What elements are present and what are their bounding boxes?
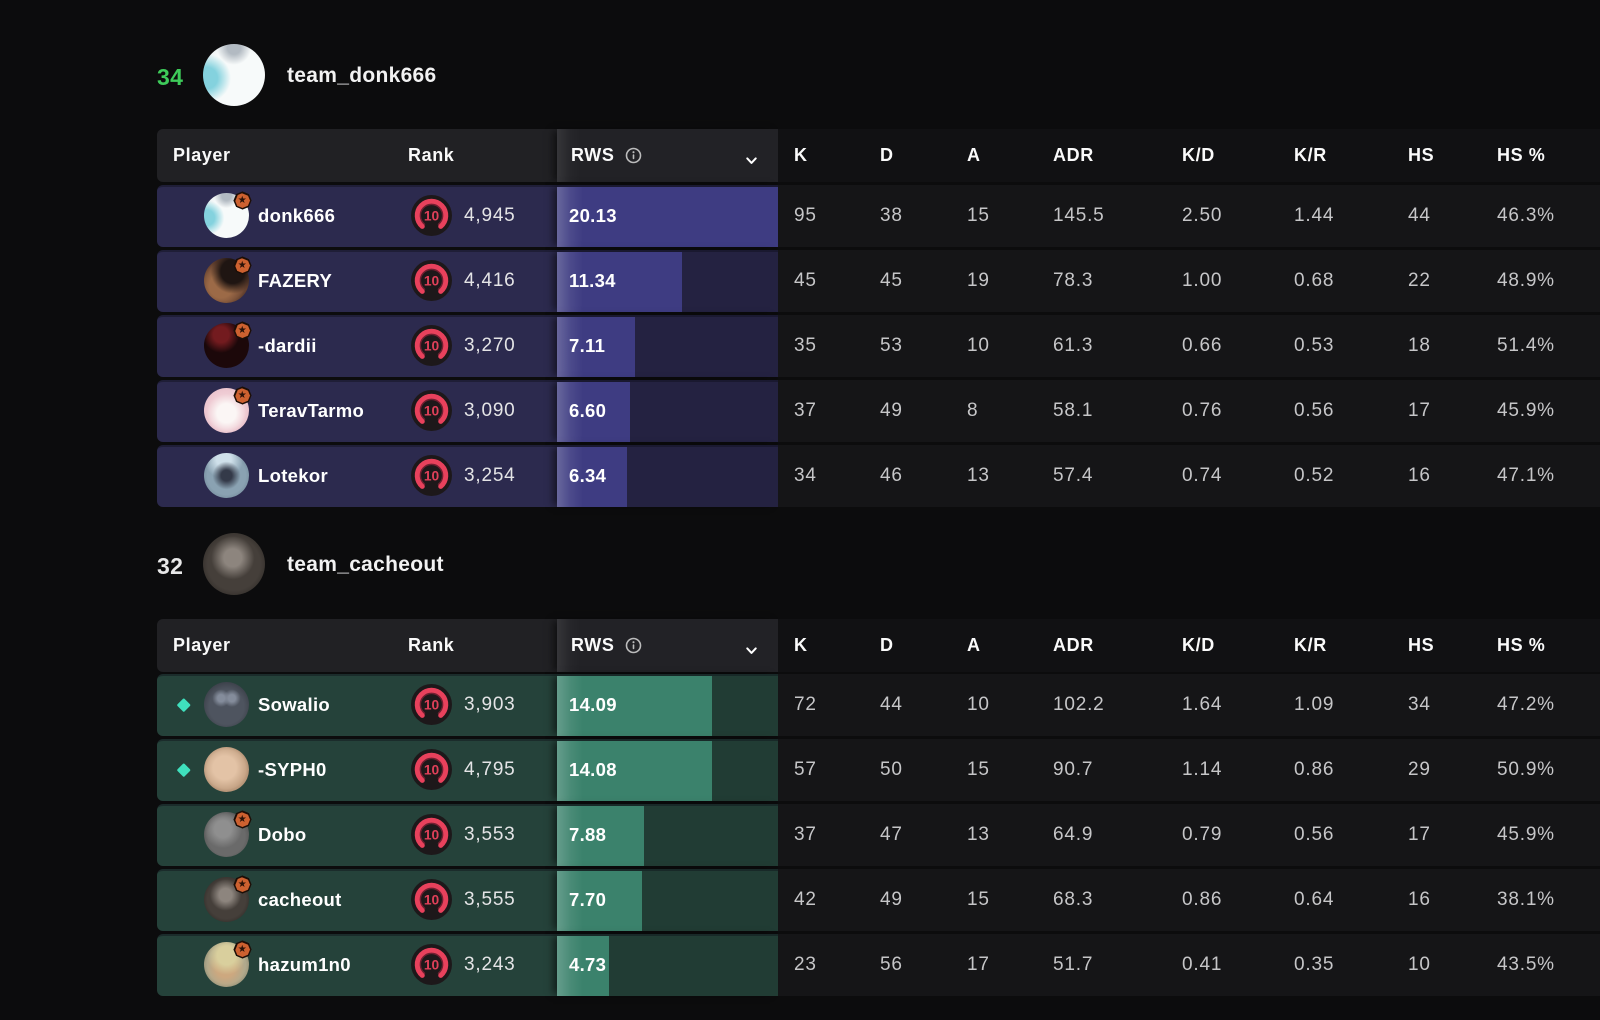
svg-text:10: 10 <box>423 274 439 289</box>
svg-text:10: 10 <box>423 893 439 908</box>
svg-text:10: 10 <box>423 828 439 843</box>
svg-text:10: 10 <box>423 404 439 419</box>
svg-text:10: 10 <box>423 763 439 778</box>
svg-text:10: 10 <box>423 339 439 354</box>
svg-text:10: 10 <box>423 698 439 713</box>
svg-text:10: 10 <box>423 469 439 484</box>
svg-text:10: 10 <box>423 209 439 224</box>
svg-text:10: 10 <box>423 958 439 973</box>
